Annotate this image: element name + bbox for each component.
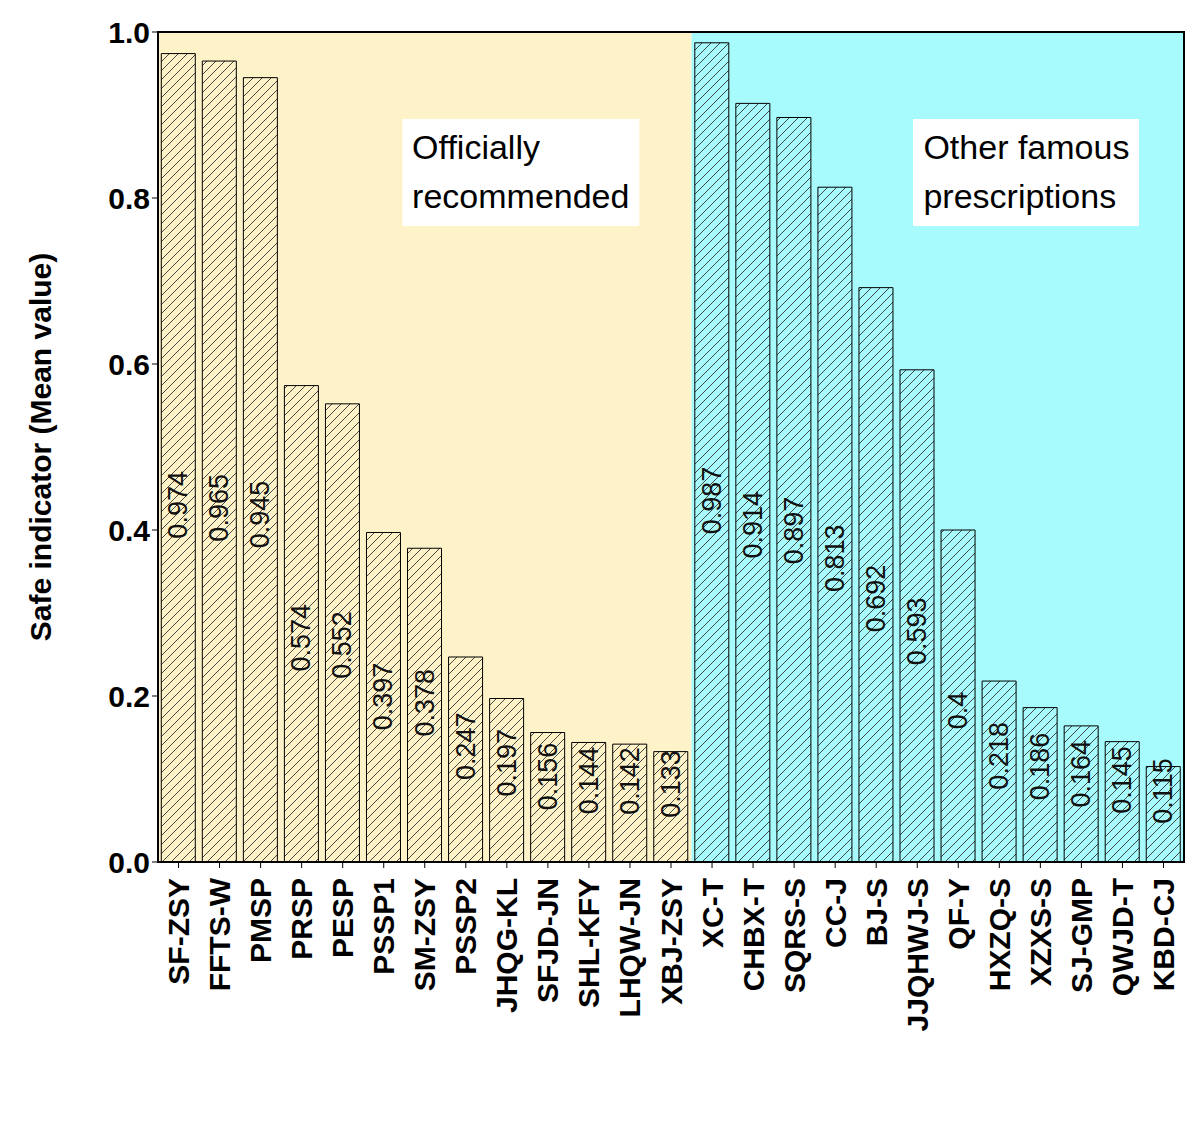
svg-text:CHBX-T: CHBX-T [737,878,770,991]
svg-text:JHQG-KL: JHQG-KL [490,878,523,1013]
svg-text:FFTS-W: FFTS-W [203,877,236,991]
html-text:Officially recommended: Officially recommended [412,128,630,216]
svg-text:0.142: 0.142 [615,747,645,815]
svg-text:SF-ZSY: SF-ZSY [162,878,195,985]
svg-text:0.156: 0.156 [533,743,563,811]
svg-text:0.0: 0.0 [108,846,150,879]
svg-text:QF-Y: QF-Y [942,878,975,950]
svg-text:0.974: 0.974 [163,471,193,539]
svg-text:0.8: 0.8 [108,182,150,215]
svg-text:0.945: 0.945 [245,481,275,549]
svg-text:0.4: 0.4 [108,514,150,547]
svg-text:LHQW-JN: LHQW-JN [613,878,646,1017]
svg-text:0.987: 0.987 [697,467,727,535]
svg-text:0.197: 0.197 [492,729,522,797]
svg-text:PESP: PESP [326,878,359,958]
svg-text:PRSP: PRSP [285,878,318,960]
svg-text:XZXS-S: XZXS-S [1024,878,1057,986]
svg-text:PMSP: PMSP [244,878,277,963]
svg-text:SHL-KFY: SHL-KFY [572,878,605,1008]
svg-text:0.145: 0.145 [1107,746,1137,814]
svg-text:0.593: 0.593 [902,598,932,666]
svg-text:JJQHWJ-S: JJQHWJ-S [901,878,934,1031]
svg-text:Safe indicator (Mean value): Safe indicator (Mean value) [24,253,57,641]
svg-text:QWJD-T: QWJD-T [1106,878,1139,996]
svg-text:0.186: 0.186 [1025,733,1055,801]
svg-text:0.897: 0.897 [779,497,809,565]
svg-text:HXZQ-S: HXZQ-S [983,878,1016,991]
svg-text:PSSP2: PSSP2 [449,878,482,975]
svg-text:0.692: 0.692 [861,565,891,633]
svg-text:0.247: 0.247 [451,712,481,780]
svg-text:0.6: 0.6 [108,348,150,381]
svg-text:0.164: 0.164 [1066,740,1096,808]
svg-text:SM-ZSY: SM-ZSY [408,878,441,991]
svg-text:0.144: 0.144 [574,747,604,815]
svg-text:XC-T: XC-T [696,878,729,948]
svg-text:0.574: 0.574 [286,604,316,672]
svg-text:0.397: 0.397 [368,663,398,731]
svg-text:0.2: 0.2 [108,680,150,713]
svg-text:0.218: 0.218 [984,722,1014,790]
svg-text:0.552: 0.552 [327,611,357,679]
svg-text:0.914: 0.914 [738,491,768,559]
svg-text:0.133: 0.133 [656,750,686,818]
svg-text:0.115: 0.115 [1148,758,1178,824]
svg-text:KBD-CJ: KBD-CJ [1147,878,1180,991]
svg-text:0.4: 0.4 [943,692,973,730]
svg-text:SFJD-JN: SFJD-JN [531,878,564,1003]
html-text:Other famous prescriptions: Other famous prescriptions [923,128,1130,216]
svg-text:SJ-GMP: SJ-GMP [1065,878,1098,993]
svg-text:0.378: 0.378 [410,669,440,737]
svg-text:0.965: 0.965 [204,474,234,542]
svg-text:CC-J: CC-J [819,878,852,948]
svg-text:XBJ-ZSY: XBJ-ZSY [655,878,688,1005]
svg-text:PSSP1: PSSP1 [367,878,400,975]
svg-text:1.0: 1.0 [108,16,150,49]
svg-text:BJ-S: BJ-S [860,878,893,946]
svg-text:SQRS-S: SQRS-S [778,878,811,993]
svg-text:0.813: 0.813 [820,525,850,593]
